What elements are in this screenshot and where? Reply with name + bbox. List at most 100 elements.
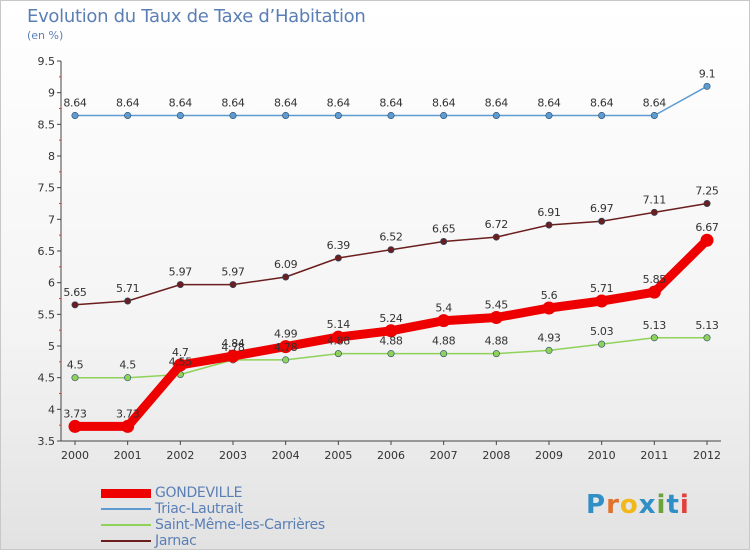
data-label-saint-m-me-les-carri-res: 4.5: [119, 359, 136, 372]
data-label-gondeville: 5.14: [327, 318, 351, 331]
logo-letter: x: [638, 490, 657, 520]
data-label-jarnac: 6.39: [327, 239, 351, 252]
data-label-gondeville: 5.24: [379, 312, 403, 325]
data-label-gondeville: 5.85: [643, 273, 667, 286]
data-label-jarnac: 5.97: [221, 266, 245, 279]
data-point-triac-lautrait: [282, 111, 290, 119]
data-point-gondeville: [700, 233, 714, 247]
data-point-gondeville: [226, 349, 240, 363]
data-label-gondeville: 5.71: [590, 282, 613, 295]
data-point-jarnac: [387, 246, 395, 254]
data-label-jarnac: 7.25: [695, 185, 719, 198]
data-point-triac-lautrait: [229, 111, 237, 119]
series-labels: 8.64 8.64 8.64 8.64 8.64 8.64 8.64 8.64 8.64 8.64…: [63, 67, 719, 420]
data-label-jarnac: 5.97: [169, 266, 193, 279]
data-point-jarnac: [545, 221, 553, 229]
data-point-jarnac: [440, 238, 448, 246]
y-tick-label: 7.5: [38, 182, 56, 195]
data-point-triac-lautrait: [598, 111, 606, 119]
data-label-gondeville: 3.73: [63, 407, 87, 420]
logo-letter: i: [656, 490, 667, 520]
data-label-saint-m-me-les-carri-res: 5.03: [590, 325, 614, 338]
y-tick-label: 5.5: [38, 308, 56, 321]
data-point-gondeville: [384, 324, 398, 338]
data-label-jarnac: 6.97: [590, 202, 614, 215]
legend-swatch-triac-lautrait: [101, 508, 151, 510]
data-label-gondeville: 6.67: [695, 221, 719, 234]
x-tick-label: 2009: [535, 449, 563, 462]
data-point-gondeville: [647, 285, 661, 299]
data-point-saint-m-me-les-carri-res: [71, 374, 79, 382]
y-tick-label: 4.5: [38, 372, 56, 385]
legend-label-gondeville: GONDEVILLE: [155, 485, 243, 501]
data-label-jarnac: 6.91: [537, 206, 560, 219]
legend-label-jarnac: Jarnac: [155, 533, 197, 549]
data-point-jarnac: [703, 200, 711, 208]
data-point-triac-lautrait: [492, 111, 500, 119]
data-label-triac-lautrait: 8.64: [221, 96, 245, 109]
data-point-gondeville: [279, 340, 293, 354]
data-label-saint-m-me-les-carri-res: 4.88: [327, 335, 351, 348]
data-label-saint-m-me-les-carri-res: 4.88: [485, 335, 509, 348]
logo-letter: i: [679, 490, 690, 520]
data-label-triac-lautrait: 8.64: [116, 96, 140, 109]
logo-letter: t: [666, 490, 680, 520]
data-point-triac-lautrait: [387, 111, 395, 119]
data-point-gondeville: [68, 419, 82, 433]
data-point-triac-lautrait: [176, 111, 184, 119]
data-label-triac-lautrait: 8.64: [274, 96, 298, 109]
data-label-gondeville: 4.84: [221, 337, 245, 350]
logo-letter: o: [619, 490, 639, 520]
data-point-jarnac: [598, 217, 606, 225]
data-label-jarnac: 6.72: [485, 218, 508, 231]
data-point-saint-m-me-les-carri-res: [282, 356, 290, 364]
data-point-saint-m-me-les-carri-res: [387, 350, 395, 358]
data-label-gondeville: 3.73: [116, 407, 140, 420]
data-label-saint-m-me-les-carri-res: 4.93: [537, 331, 561, 344]
data-label-jarnac: 6.52: [379, 231, 402, 244]
y-tick-label: 5: [48, 340, 55, 353]
legend-item-triac-lautrait: Triac-Lautrait: [101, 501, 325, 517]
data-point-gondeville: [121, 419, 135, 433]
y-tick-label: 7: [48, 213, 55, 226]
data-label-gondeville: 4.99: [274, 328, 298, 341]
x-tick-label: 2007: [430, 449, 458, 462]
y-tick-label: 3.5: [38, 435, 56, 448]
x-tick-label: 2008: [482, 449, 510, 462]
data-point-gondeville: [542, 301, 556, 315]
data-point-gondeville: [173, 358, 187, 372]
data-label-jarnac: 5.71: [116, 282, 139, 295]
y-tick-label: 8: [48, 150, 55, 163]
data-point-saint-m-me-les-carri-res: [334, 350, 342, 358]
data-point-saint-m-me-les-carri-res: [703, 334, 711, 342]
data-label-triac-lautrait: 8.64: [327, 96, 351, 109]
chart-title: Evolution du Taux de Taxe d’Habitation: [27, 6, 366, 27]
x-tick-label: 2003: [219, 449, 247, 462]
data-point-saint-m-me-les-carri-res: [545, 346, 553, 354]
x-tick-label: 2000: [61, 449, 89, 462]
data-label-jarnac: 6.65: [432, 223, 456, 236]
data-point-saint-m-me-les-carri-res: [598, 340, 606, 348]
data-point-saint-m-me-les-carri-res: [492, 350, 500, 358]
data-point-triac-lautrait: [545, 111, 553, 119]
data-point-triac-lautrait: [334, 111, 342, 119]
legend-swatch-saint-m-me-les-carri-res: [101, 524, 151, 526]
x-tick-label: 2006: [377, 449, 405, 462]
legend-swatch-gondeville: [101, 488, 151, 498]
data-point-jarnac: [492, 233, 500, 241]
x-tick-label: 2004: [272, 449, 300, 462]
data-point-triac-lautrait: [703, 82, 711, 90]
x-tick-label: 2012: [693, 449, 721, 462]
data-label-gondeville: 5.4: [435, 302, 452, 315]
data-label-triac-lautrait: 8.64: [169, 96, 193, 109]
data-point-triac-lautrait: [124, 111, 132, 119]
data-label-triac-lautrait: 8.64: [643, 96, 667, 109]
data-label-saint-m-me-les-carri-res: 5.13: [695, 319, 719, 332]
data-label-triac-lautrait: 8.64: [485, 96, 509, 109]
data-label-gondeville: 5.45: [485, 299, 509, 312]
data-label-triac-lautrait: 9.1: [699, 67, 716, 80]
data-point-jarnac: [124, 297, 132, 305]
x-tick-label: 2001: [114, 449, 142, 462]
